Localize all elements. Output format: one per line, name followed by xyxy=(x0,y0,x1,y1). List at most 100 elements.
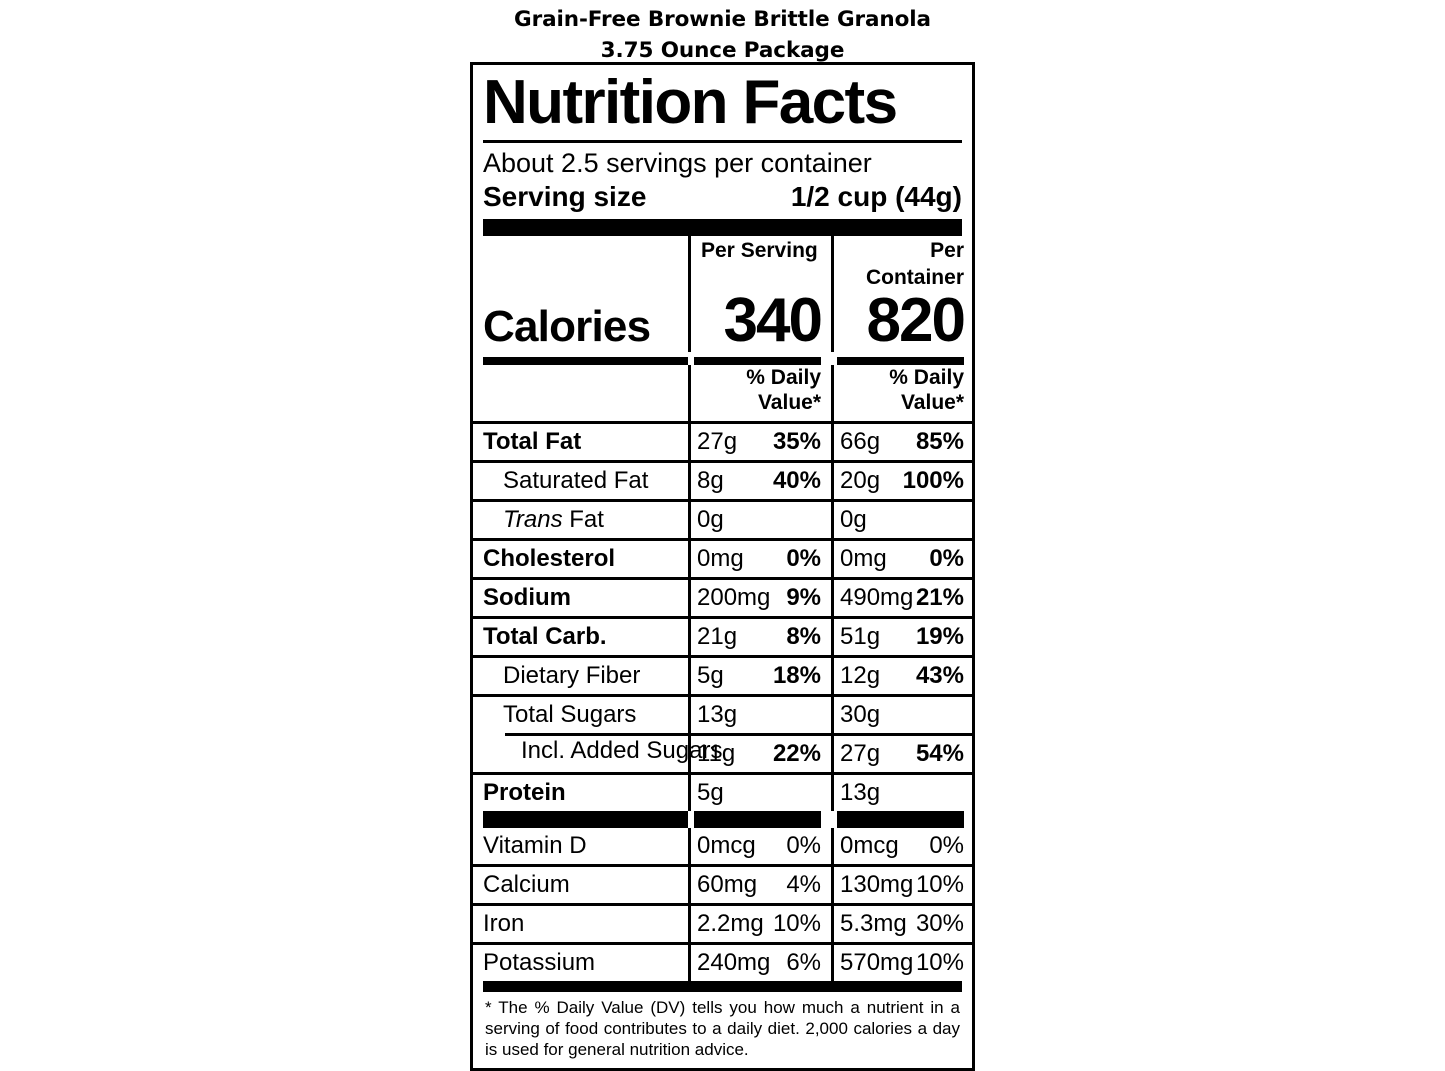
nutrient-serving-cell: 21g 8% xyxy=(688,616,831,655)
servings-per-container: About 2.5 servings per container xyxy=(483,148,872,178)
calories-underline-rules xyxy=(473,357,972,365)
calories-label-cell: Calories xyxy=(473,302,688,352)
nutrient-container-amount: 0g xyxy=(840,506,867,533)
thick-rule-before-micronutrients xyxy=(473,811,972,828)
nutrient-serving-amount: 5g xyxy=(697,662,724,689)
nutrient-container-cell: 20g 100% xyxy=(831,460,974,499)
micronutrient-name: Potassium xyxy=(473,942,688,981)
nutrient-serving-amount: 27g xyxy=(697,428,738,455)
thick-rule-before-footnote xyxy=(483,981,962,992)
calories-underline-container-col xyxy=(837,357,964,365)
nutrient-row: Protein 5g 13g xyxy=(473,772,974,811)
nutrient-container-cell: 30g xyxy=(831,694,974,733)
nutrient-container-dv: 19% xyxy=(915,623,964,650)
micronutrient-serving-cell: 240mg 6% xyxy=(688,942,831,981)
nutrient-serving-amount: 8g xyxy=(697,467,724,494)
nutrient-container-dv: 100% xyxy=(902,467,964,494)
nutrient-container-amount: 13g xyxy=(840,779,881,806)
nutrient-serving-dv: 40% xyxy=(772,467,821,494)
nutrient-container-cell: 0g xyxy=(831,499,974,538)
nutrient-name: Incl. Added Sugars xyxy=(473,733,722,772)
nutrient-container-amount: 20g xyxy=(840,467,881,494)
micronutrient-container-dv: 10% xyxy=(915,949,964,976)
per-serving-header-text: Per Serving xyxy=(701,239,818,262)
micronutrient-container-amount: 5.3mg xyxy=(840,910,907,937)
nutrition-facts-label: Nutrition Facts About 2.5 servings per c… xyxy=(470,62,975,1071)
nutrient-container-cell: 0mg 0% xyxy=(831,538,974,577)
micronutrient-rows: Vitamin D 0mcg 0% 0mcg 0% Calcium 60mg 4% 130mg 1… xyxy=(473,828,974,981)
micronutrient-serving-cell: 0mcg 0% xyxy=(688,828,831,864)
micronutrient-serving-dv: 10% xyxy=(772,910,821,937)
micronutrient-container-amount: 0mcg xyxy=(840,832,899,859)
thick-rule-after-serving-size xyxy=(483,219,962,236)
daily-value-header-row: % Daily Value* % Daily Value* xyxy=(473,365,972,421)
nutrition-facts-title: Nutrition Facts xyxy=(483,68,898,137)
serving-size-row: Serving size 1/2 cup (44g) xyxy=(483,180,962,214)
dv-header-serving-line1: % Daily xyxy=(746,366,821,389)
nutrient-serving-cell: 11g 22% xyxy=(688,733,831,772)
micro-rule-name-col xyxy=(483,811,688,828)
micronutrient-serving-amount: 240mg xyxy=(697,949,771,976)
nutrient-container-amount: 27g xyxy=(840,740,881,767)
micronutrient-serving-dv: 4% xyxy=(786,871,821,898)
calories-underline-name-col xyxy=(483,357,688,365)
calories-block: Per Serving Per Container Calories 340 8… xyxy=(473,236,972,421)
nutrient-name: Saturated Fat xyxy=(473,460,688,499)
per-container-header-line1: Per xyxy=(930,239,964,262)
micronutrient-serving-amount: 0mcg xyxy=(697,832,756,859)
dv-header-serving-line2: Value* xyxy=(757,391,821,414)
column-header-per-serving: Per Serving xyxy=(688,236,831,290)
nutrient-row: Total Carb. 21g 8% 51g 19% xyxy=(473,616,974,655)
micronutrient-serving-amount: 2.2mg xyxy=(697,910,764,937)
nutrient-serving-dv: 18% xyxy=(772,662,821,689)
calories-underline-serving-col xyxy=(694,357,821,365)
micronutrient-container-cell: 0mcg 0% xyxy=(831,828,974,864)
nutrient-serving-cell: 5g xyxy=(688,772,831,811)
nutrient-container-cell: 51g 19% xyxy=(831,616,974,655)
per-container-header-line2: Container xyxy=(865,266,964,289)
nutrient-rows: Total Fat 27g 35% 66g 85% Saturated Fat 8g 40% 2… xyxy=(473,421,974,811)
micronutrient-container-dv: 30% xyxy=(915,910,964,937)
nutrient-serving-amount: 21g xyxy=(697,623,738,650)
daily-value-header-serving: % Daily Value* xyxy=(688,365,831,421)
nutrient-serving-cell: 5g 18% xyxy=(688,655,831,694)
nutrient-container-cell: 12g 43% xyxy=(831,655,974,694)
calories-per-serving-cell: 340 xyxy=(688,290,831,352)
calories-label: Calories xyxy=(483,302,651,351)
title-divider xyxy=(483,140,962,143)
micronutrient-serving-dv: 0% xyxy=(786,832,821,859)
micronutrient-container-cell: 5.3mg 30% xyxy=(831,903,974,942)
micronutrient-container-amount: 570mg xyxy=(840,949,914,976)
nutrient-serving-amount: 11g xyxy=(697,740,736,767)
nutrient-container-dv: 0% xyxy=(929,545,964,572)
micronutrient-name: Vitamin D xyxy=(483,832,587,859)
micronutrient-serving-cell: 2.2mg 10% xyxy=(688,903,831,942)
nutrient-serving-amount: 0g xyxy=(697,506,724,533)
nutrient-row: Incl. Added Sugars 11g 22% 27g 54% xyxy=(473,733,974,772)
calories-per-container-cell: 820 xyxy=(831,290,974,352)
micronutrient-row: Potassium 240mg 6% 570mg 10% xyxy=(473,942,974,981)
nutrient-row: Saturated Fat 8g 40% 20g 100% xyxy=(473,460,974,499)
nutrient-container-amount: 30g xyxy=(840,701,881,728)
nutrient-row: Total Fat 27g 35% 66g 85% xyxy=(473,421,974,460)
micronutrient-name: Calcium xyxy=(473,864,688,903)
nutrient-container-cell: 490mg 21% xyxy=(831,577,974,616)
nutrient-serving-dv: 9% xyxy=(786,584,821,611)
calories-per-container-value: 820 xyxy=(866,286,966,355)
micronutrient-serving-amount: 60mg xyxy=(697,871,758,898)
micronutrient-container-dv: 0% xyxy=(929,832,964,859)
nutrient-container-dv: 54% xyxy=(915,740,964,767)
nutrient-serving-cell: 8g 40% xyxy=(688,460,831,499)
product-heading: Grain-Free Brownie Brittle Granola 3.75 … xyxy=(0,4,1445,66)
nutrient-name: Cholesterol xyxy=(473,538,688,577)
nutrient-name: Dietary Fiber xyxy=(473,655,688,694)
dv-header-container-line2: Value* xyxy=(900,391,964,414)
daily-value-spacer xyxy=(473,365,688,421)
serving-size-value: 1/2 cup (44g) xyxy=(790,181,962,212)
micronutrient-row: Vitamin D 0mcg 0% 0mcg 0% xyxy=(473,828,972,864)
nutrient-row: Total Sugars 13g 30g xyxy=(473,694,974,733)
nutrient-name: Total Sugars xyxy=(473,694,688,733)
nutrient-serving-cell: 0g xyxy=(688,499,831,538)
micronutrient-row: Iron 2.2mg 10% 5.3mg 30% xyxy=(473,903,974,942)
serving-size-label: Serving size xyxy=(483,181,647,212)
